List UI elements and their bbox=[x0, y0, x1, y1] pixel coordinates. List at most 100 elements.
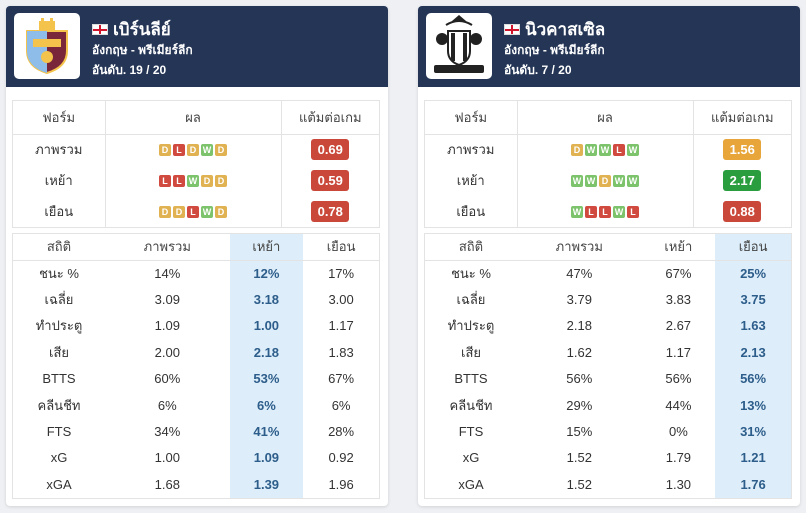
stat-value: 12% bbox=[229, 260, 304, 287]
stat-value: 56% bbox=[566, 371, 593, 387]
stat-value: 6% bbox=[331, 397, 351, 413]
stat-row: ทำประตู 2.18 2.67 1.63 bbox=[425, 312, 791, 340]
stat-row: xG 1.00 1.09 0.92 bbox=[13, 444, 379, 472]
away-header: เยือน bbox=[715, 234, 791, 261]
stat-row: เสีย 1.62 1.17 2.13 bbox=[425, 339, 791, 366]
form-result-badge: D bbox=[173, 205, 185, 218]
ppg-badge: 0.69 bbox=[311, 139, 350, 161]
team-name[interactable]: เบิร์นลีย์ bbox=[113, 20, 171, 39]
stat-label: xG bbox=[462, 450, 480, 466]
stat-value: 29% bbox=[566, 397, 593, 413]
form-row-label: ภาพรวม bbox=[447, 142, 495, 158]
stat-label: เฉลี่ย bbox=[44, 292, 74, 308]
form-result-badge: W bbox=[571, 205, 583, 218]
stat-row: xG 1.52 1.79 1.21 bbox=[425, 444, 791, 472]
form-result-badge: W bbox=[599, 143, 611, 156]
newcastle-crest-icon[interactable] bbox=[426, 13, 492, 79]
team-rank: อันดับ. 7 / 20 bbox=[504, 63, 572, 77]
ppg-badge: 0.59 bbox=[311, 170, 350, 191]
form-result-badge: D bbox=[571, 143, 583, 156]
team-card-newcastle: นิวคาสเซิล อังกฤษ - พรีเมียร์ลีก อันดับ.… bbox=[418, 6, 800, 506]
form-result-badge: W bbox=[201, 205, 213, 218]
stat-label: xG bbox=[50, 450, 68, 466]
stat-value: 6% bbox=[157, 397, 177, 413]
stat-value: 0.92 bbox=[328, 450, 354, 466]
stat-value: 1.68 bbox=[154, 476, 180, 492]
form-result-badge: D bbox=[215, 143, 227, 156]
stat-value: 34% bbox=[154, 424, 181, 440]
stat-label: คลีนชีท bbox=[449, 397, 493, 413]
form-result-badge: L bbox=[613, 143, 625, 156]
stat-value: 2.67 bbox=[665, 318, 692, 334]
stat-label: xGA bbox=[458, 476, 484, 492]
stat-value: 1.21 bbox=[715, 444, 791, 472]
stat-value: 44% bbox=[665, 397, 692, 413]
stat-value: 31% bbox=[715, 418, 791, 445]
form-result-badge: W bbox=[627, 143, 639, 156]
form-result-badge: W bbox=[627, 174, 639, 187]
away-header: เยือน bbox=[303, 234, 379, 261]
ppg-header: แต้มต่อเกม bbox=[692, 101, 791, 135]
stat-label: FTS bbox=[46, 424, 72, 440]
england-flag-icon bbox=[92, 24, 108, 35]
form-result-badge: D bbox=[159, 205, 171, 218]
team-header: เบิร์นลีย์ อังกฤษ - พรีเมียร์ลีก อันดับ.… bbox=[6, 6, 388, 87]
stat-row: เฉลี่ย 3.79 3.83 3.75 bbox=[425, 286, 791, 313]
form-result-badge: L bbox=[585, 205, 597, 218]
stat-row: ชนะ % 47% 67% 25% bbox=[425, 260, 791, 287]
stat-row: ชนะ % 14% 12% 17% bbox=[13, 260, 379, 287]
stat-value: 56% bbox=[665, 371, 692, 387]
stat-value: 1.76 bbox=[715, 471, 791, 498]
form-result-badge: L bbox=[599, 205, 611, 218]
stat-label: เสีย bbox=[49, 344, 69, 360]
form-header: ฟอร์ม bbox=[13, 101, 105, 135]
stat-value: 25% bbox=[715, 260, 791, 287]
stat-value: 67% bbox=[328, 371, 355, 387]
stat-value: 3.83 bbox=[665, 292, 692, 308]
form-row-label: เยือน bbox=[44, 204, 74, 219]
home-header: เหย้า bbox=[641, 234, 716, 261]
stat-value: 6% bbox=[229, 391, 304, 419]
ppg-badge: 2.17 bbox=[723, 170, 762, 191]
team-rank: อันดับ. 19 / 20 bbox=[92, 63, 167, 77]
stat-header: สถิติ bbox=[425, 234, 517, 261]
stat-label: ทำประตู bbox=[35, 318, 83, 334]
burnley-crest-icon[interactable] bbox=[14, 13, 80, 79]
stat-value: 60% bbox=[154, 371, 181, 387]
ppg-badge: 1.56 bbox=[723, 139, 762, 161]
form-result-badge: L bbox=[159, 174, 171, 187]
form-result-badge: D bbox=[215, 205, 227, 218]
stat-row: FTS 15% 0% 31% bbox=[425, 418, 791, 445]
stat-value: 3.09 bbox=[154, 292, 180, 308]
stats-body: ชนะ % 47% 67% 25% เฉลี่ย 3.79 3.83 3.75 ทำประตู 2… bbox=[425, 260, 791, 498]
stat-value: 1.09 bbox=[154, 318, 180, 334]
stat-label: เสีย bbox=[461, 344, 481, 360]
stat-row: xGA 1.68 1.39 1.96 bbox=[13, 471, 379, 498]
stat-value: 3.00 bbox=[328, 292, 354, 308]
stat-value: 1.39 bbox=[229, 471, 304, 498]
stat-value: 1.63 bbox=[715, 312, 791, 340]
stat-row: เฉลี่ย 3.09 3.18 3.00 bbox=[13, 286, 379, 313]
stats-body: ชนะ % 14% 12% 17% เฉลี่ย 3.09 3.18 3.00 ทำประตู 1… bbox=[13, 260, 379, 498]
stat-value: 1.17 bbox=[328, 318, 354, 334]
stat-value: 1.79 bbox=[665, 450, 692, 466]
team-name[interactable]: นิวคาสเซิล bbox=[525, 20, 606, 39]
stat-label: ชนะ % bbox=[451, 265, 491, 281]
form-result-badge: W bbox=[187, 174, 199, 187]
stat-value: 0% bbox=[668, 424, 688, 440]
home-header: เหย้า bbox=[229, 234, 304, 261]
form-result-badge: D bbox=[159, 143, 171, 156]
stat-value: 67% bbox=[665, 265, 692, 281]
stat-row: BTTS 56% 56% 56% bbox=[425, 365, 791, 392]
form-result-badge: L bbox=[627, 205, 639, 218]
ppg-badge: 0.88 bbox=[723, 201, 762, 222]
stat-label: FTS bbox=[458, 424, 484, 440]
form-result-badge: D bbox=[187, 143, 199, 156]
